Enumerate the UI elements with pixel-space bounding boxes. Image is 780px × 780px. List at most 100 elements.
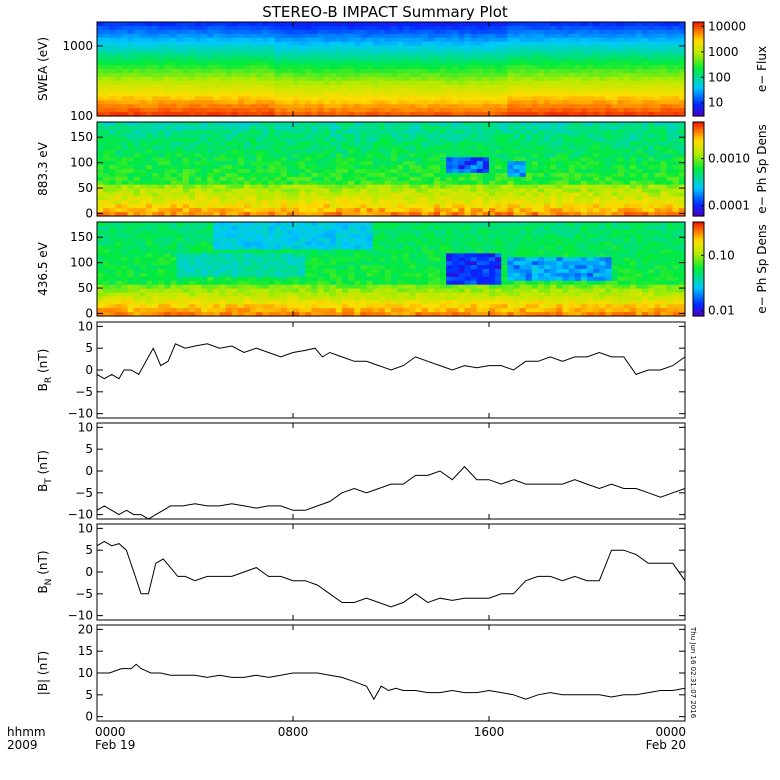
heatmap-cell	[109, 229, 116, 235]
heatmap-cell	[525, 96, 533, 101]
heatmap-cell	[642, 204, 649, 209]
heatmap-cell	[599, 137, 606, 143]
heatmap-cell	[121, 280, 129, 286]
heatmap-cell	[97, 292, 104, 298]
heatmap-cell	[311, 129, 319, 135]
heatmap-cell	[360, 41, 368, 47]
heatmap-cell	[482, 29, 490, 35]
heatmap-cell	[237, 133, 245, 139]
heatmap-cell	[562, 125, 570, 131]
heatmap-cell	[127, 180, 135, 186]
heatmap-cell	[403, 208, 410, 213]
heatmap-cell	[231, 188, 239, 194]
heatmap-cell	[231, 184, 239, 190]
heatmap-cell	[201, 212, 208, 217]
heatmap-cell	[133, 261, 141, 266]
heatmap-cell	[409, 133, 417, 139]
heatmap-cell	[354, 184, 361, 190]
heatmap-cell	[372, 180, 380, 186]
heatmap-cell	[188, 137, 196, 143]
heatmap-cell	[642, 125, 649, 131]
heatmap-cell	[164, 192, 172, 198]
heatmap-cell	[403, 22, 410, 27]
heatmap-cell	[629, 145, 637, 151]
heatmap-cell	[256, 157, 263, 162]
heatmap-cell	[617, 141, 625, 147]
heatmap-cell	[121, 272, 129, 278]
heatmap-cell	[611, 208, 619, 213]
heatmap-cell	[433, 76, 441, 82]
heatmap-cell	[629, 49, 637, 54]
heatmap-cell	[237, 29, 245, 35]
heatmap-cell	[250, 100, 257, 105]
heatmap-cell	[274, 112, 282, 117]
heatmap-cell	[623, 141, 631, 147]
heatmap-cell	[409, 61, 417, 66]
heatmap-cell	[219, 129, 227, 135]
heatmap-cell	[293, 33, 300, 39]
heatmap-cell	[574, 149, 582, 154]
heatmap-cell	[489, 204, 496, 209]
heatmap-cell	[360, 92, 368, 98]
heatmap-cell	[629, 22, 637, 27]
heatmap-cell	[470, 157, 478, 162]
heatmap-cell	[593, 141, 600, 147]
heatmap-cell	[115, 112, 123, 117]
figure-title: STEREO-B IMPACT Summary Plot	[262, 3, 508, 21]
heatmap-cell	[654, 100, 662, 105]
heatmap-cell	[317, 180, 325, 186]
heatmap-cell	[366, 149, 374, 154]
heatmap-cell	[311, 161, 319, 166]
heatmap-cell	[642, 96, 649, 101]
heatmap-cell	[599, 149, 606, 154]
heatmap-cell	[219, 180, 227, 186]
heatmap-cell	[654, 145, 662, 151]
heatmap-cell	[286, 141, 294, 147]
heatmap-cell	[556, 25, 564, 31]
heatmap-cell	[207, 22, 214, 27]
heatmap-cell	[286, 196, 294, 201]
heatmap-cell	[531, 196, 539, 201]
heatmap-cell	[550, 145, 557, 151]
heatmap-cell	[329, 204, 337, 209]
heatmap-cell	[176, 92, 184, 98]
heatmap-cell	[152, 269, 159, 274]
heatmap-cell	[280, 49, 288, 54]
heatmap-cell	[195, 100, 202, 105]
heatmap-cell	[568, 208, 576, 213]
heatmap-cell	[538, 61, 545, 66]
heatmap-cell	[660, 49, 668, 54]
heatmap-cell	[617, 196, 625, 201]
heatmap-cell	[317, 141, 325, 147]
heatmap-cell	[391, 92, 398, 98]
heatmap-cell	[121, 176, 129, 182]
heatmap-cell	[409, 45, 417, 51]
heatmap-cell	[611, 176, 619, 182]
heatmap-cell	[213, 65, 221, 70]
heatmap-cell	[421, 176, 429, 182]
heatmap-cell	[623, 137, 631, 143]
heatmap-cell	[678, 84, 686, 90]
heatmap-cell	[672, 41, 680, 47]
heatmap-cell	[109, 296, 116, 301]
heatmap-cell	[403, 25, 410, 31]
heatmap-cell	[544, 37, 551, 43]
heatmap-cell	[580, 145, 588, 151]
heatmap-cell	[623, 212, 631, 217]
heatmap-cell	[225, 22, 233, 27]
heatmap-cell	[250, 208, 257, 213]
heatmap-cell	[482, 196, 490, 201]
heatmap-cell	[164, 125, 172, 131]
heatmap-cell	[611, 84, 619, 90]
heatmap-cell	[580, 212, 588, 217]
heatmap-cell	[415, 104, 423, 109]
heatmap-cell	[409, 57, 417, 62]
heatmap-cell	[636, 88, 643, 94]
heatmap-cell	[121, 84, 129, 90]
heatmap-cell	[109, 280, 116, 286]
heatmap-cell	[293, 165, 300, 170]
heatmap-cell	[623, 184, 631, 190]
heatmap-cell	[568, 37, 576, 43]
heatmap-cell	[225, 196, 233, 201]
heatmap-cell	[501, 72, 508, 78]
